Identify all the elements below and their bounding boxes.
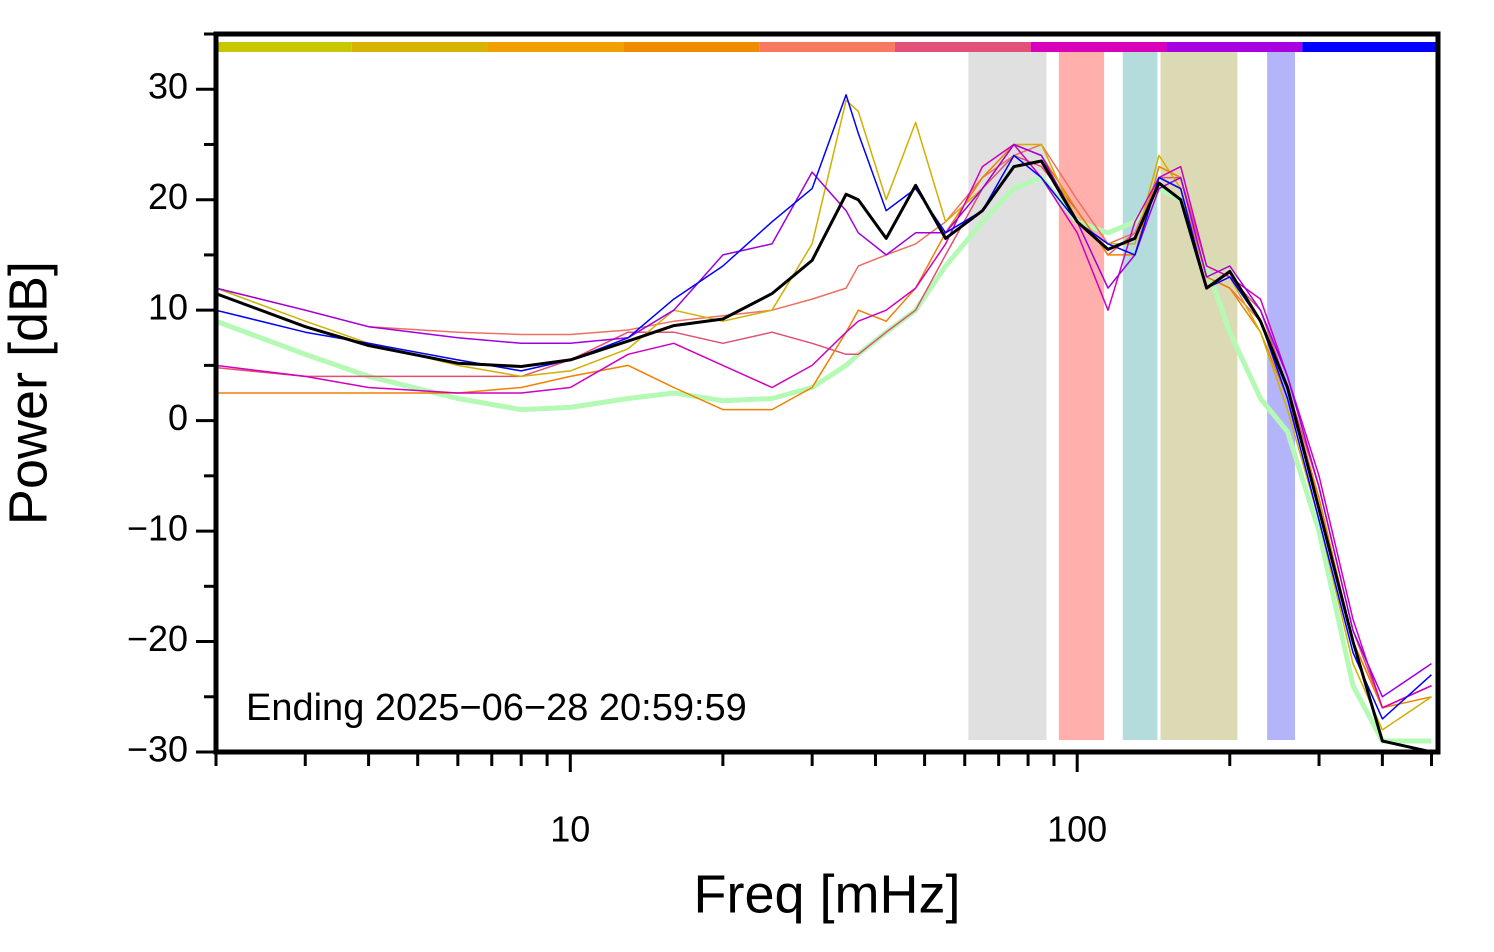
series-line bbox=[216, 159, 1432, 752]
y-tick-label: −20 bbox=[127, 618, 188, 659]
y-tick-label: 30 bbox=[148, 66, 188, 107]
colorbar-segment bbox=[894, 42, 1031, 52]
line-layer bbox=[216, 94, 1433, 752]
colorbar-segment bbox=[1030, 42, 1167, 52]
y-tick-label: 0 bbox=[168, 397, 188, 438]
y-tick-label: 20 bbox=[148, 176, 188, 217]
series-line bbox=[216, 143, 1432, 709]
colorbar-segment bbox=[487, 42, 624, 52]
band bbox=[968, 52, 1047, 740]
colorbar-segment bbox=[759, 42, 895, 52]
series-line bbox=[216, 143, 1432, 709]
series-line bbox=[216, 99, 1432, 731]
y-tick-label: −30 bbox=[127, 729, 188, 770]
y-tick-label: −10 bbox=[127, 508, 188, 549]
band bbox=[1160, 52, 1238, 740]
colorbar-segment bbox=[623, 42, 760, 52]
colorbar-segment bbox=[1302, 42, 1438, 52]
band bbox=[1122, 52, 1158, 740]
colorbar-segment bbox=[1166, 42, 1303, 52]
series-line bbox=[216, 143, 1432, 709]
background-layer bbox=[216, 42, 1438, 740]
axis-layer: −30 −20 −10 0 10 20 30 10 100 bbox=[127, 31, 1441, 850]
x-tick-label: 10 bbox=[550, 809, 590, 850]
x-axis-label: Freq [mHz] bbox=[693, 864, 960, 924]
series-line bbox=[216, 175, 1432, 744]
annotation: Ending 2025−06−28 20:59:59 bbox=[246, 687, 747, 729]
y-tick-label: 10 bbox=[148, 287, 188, 328]
series-line bbox=[216, 94, 1433, 720]
y-axis-label: Power [dB] bbox=[0, 261, 58, 525]
plot-frame bbox=[213, 31, 1441, 755]
x-tick-label: 100 bbox=[1047, 809, 1107, 850]
series-line bbox=[216, 143, 1432, 698]
band bbox=[1058, 52, 1105, 740]
colorbar-segment bbox=[351, 42, 488, 52]
colorbar-segment bbox=[216, 42, 352, 52]
